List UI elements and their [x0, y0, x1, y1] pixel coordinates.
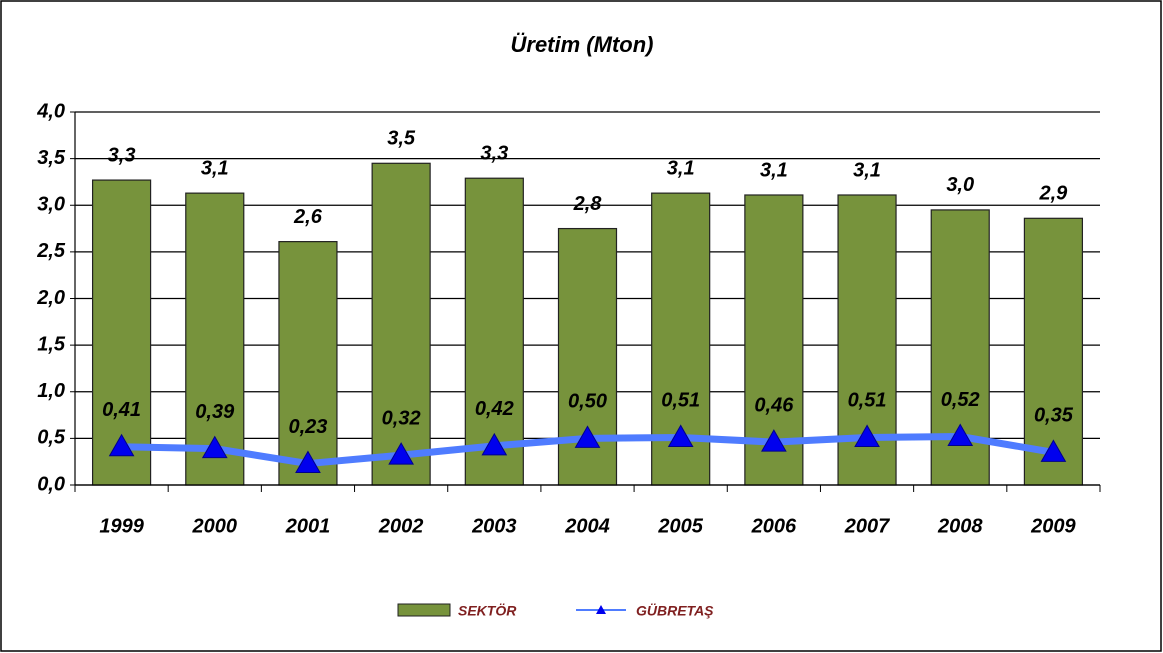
x-tick-label: 2001	[285, 515, 331, 537]
marker	[201, 435, 228, 459]
bar-value-label: 3,1	[667, 157, 695, 179]
line-value-label: 0,35	[1034, 405, 1074, 427]
line-value-label: 0,32	[382, 407, 421, 429]
x-tick-label: 2003	[471, 515, 517, 537]
legend-label: GÜBRETAŞ	[636, 603, 714, 619]
bar	[371, 162, 431, 486]
marker	[1040, 439, 1067, 462]
bar-value-label: 3,3	[480, 142, 508, 164]
x-tick-label: 2008	[937, 515, 983, 537]
x-tick-label: 2004	[564, 515, 610, 537]
line-value-label: 0,46	[754, 394, 794, 416]
line-value-label: 0,41	[102, 399, 141, 421]
bar-value-label: 3,1	[853, 159, 881, 181]
bar-value-label: 2,8	[573, 193, 603, 215]
marker	[947, 423, 974, 447]
bar	[278, 241, 338, 486]
legend-swatch	[397, 603, 451, 617]
line-value-label: 0,23	[288, 416, 327, 438]
marker	[667, 424, 694, 447]
bar-value-label: 3,3	[108, 144, 136, 166]
chart-title: Üretim (Mton)	[511, 32, 654, 57]
x-tick-label: 1999	[99, 515, 144, 537]
legend-marker	[596, 605, 606, 614]
bar-value-label: 3,0	[946, 174, 974, 196]
legend-label: SEKTÖR	[458, 603, 517, 619]
y-tick-label: 2,5	[36, 240, 66, 262]
marker	[481, 432, 508, 456]
line-value-label: 0,51	[848, 390, 887, 412]
y-tick-label: 3,5	[37, 147, 66, 169]
x-tick-label: 2007	[844, 515, 890, 537]
x-tick-label: 2009	[1030, 515, 1076, 537]
line-value-label: 0,39	[195, 401, 235, 423]
marker	[295, 450, 321, 474]
x-tick-label: 2005	[657, 515, 703, 537]
bar-value-label: 2,6	[293, 206, 323, 228]
marker	[574, 425, 601, 448]
line-value-label: 0,52	[941, 389, 980, 411]
x-tick-label: 2000	[192, 515, 238, 537]
marker	[108, 433, 135, 457]
marker	[854, 424, 880, 447]
bar-value-label: 3,1	[201, 157, 229, 179]
bar-value-label: 2,9	[1039, 183, 1069, 205]
x-tick-label: 2006	[751, 515, 797, 537]
y-tick-label: 4,0	[36, 100, 65, 122]
y-tick-label: 0,0	[37, 473, 65, 495]
y-tick-label: 1,5	[37, 333, 66, 355]
y-tick-label: 3,0	[37, 194, 65, 216]
line-value-label: 0,50	[568, 391, 607, 413]
y-tick-label: 1,0	[37, 380, 65, 402]
x-tick-label: 2002	[378, 515, 424, 537]
line-value-label: 0,51	[661, 390, 700, 412]
marker	[761, 429, 787, 452]
bar-value-label: 3,5	[387, 128, 416, 150]
y-tick-label: 2,0	[36, 287, 65, 309]
bar-value-label: 3,1	[760, 159, 788, 181]
y-tick-label: 0,5	[37, 427, 66, 449]
marker	[388, 442, 414, 465]
line-value-label: 0,42	[475, 398, 514, 420]
